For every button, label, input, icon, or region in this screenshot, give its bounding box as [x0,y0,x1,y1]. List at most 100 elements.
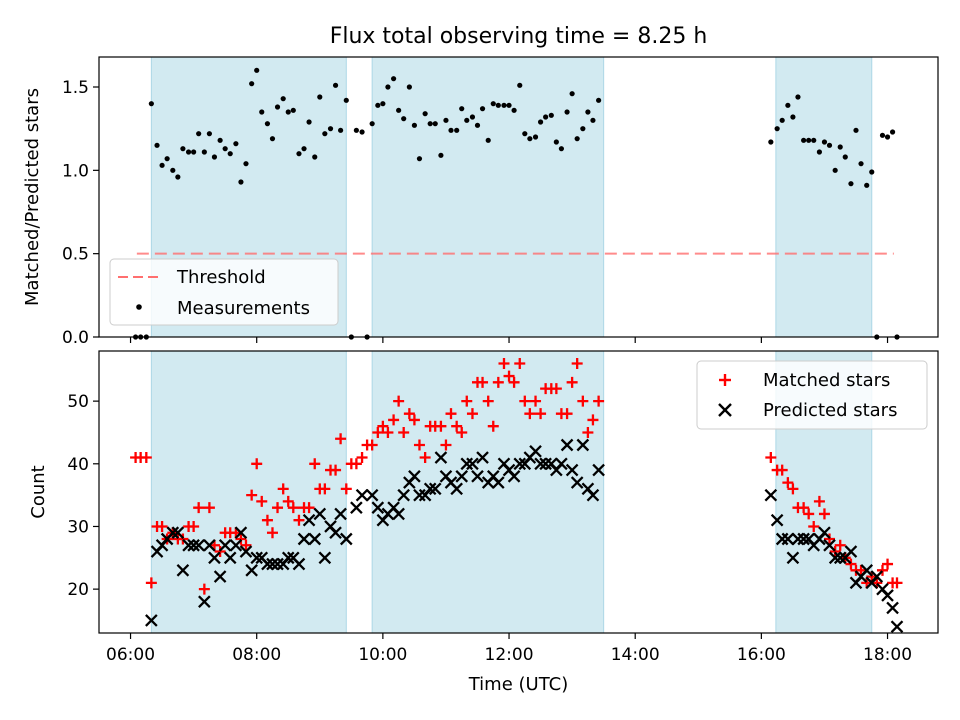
measurement-point [832,167,838,173]
measurement-point [422,111,428,117]
matched-star-point [571,358,583,370]
predicted-star-point [455,470,469,483]
matched-star-point [587,414,599,426]
measurement-point [574,136,580,142]
measurement-point [464,117,470,123]
measurement-point [821,139,828,145]
legend-measurements-label: Measurements [177,298,310,319]
predicted-star-point [434,451,448,464]
measurement-point [564,109,570,115]
predicted-star-point [781,532,795,546]
x-axis-label: Time (UTC) [468,674,569,695]
predicted-star-point [266,557,279,571]
matched-star-point [776,464,788,476]
matched-star-point [419,452,431,464]
measurement-point [501,102,507,108]
measurement-point [312,154,318,160]
predicted-star-point [560,438,574,452]
measurement-point [369,121,375,127]
measurement-point [879,132,886,138]
predicted-star-point [187,538,200,552]
matched-star-point [177,533,189,545]
measurement-point [558,146,564,152]
measurement-point [580,126,586,132]
measurement-point [553,139,559,145]
matched-star-point [240,539,252,551]
predicted-star-point [281,551,295,565]
measurement-point [527,136,533,142]
observing-interval-2 [371,56,605,338]
x-tick-label: 08:00 [232,645,281,665]
matched-star-point [461,395,473,407]
predicted-star-point [450,482,463,496]
legend-bottom: Matched stars Predicted stars [696,360,928,430]
y-tick-label: 30 [67,517,89,537]
matched-star-point [377,420,389,432]
measurement-point [301,146,307,152]
predicted-star-point [198,595,211,608]
matched-star-point [519,395,531,407]
matched-star-point [398,426,410,438]
measurement-point [774,126,780,132]
measurement-point [537,119,544,125]
predicted-star-point [245,564,258,577]
measurement-point [590,117,596,123]
predicted-star-point [192,538,205,552]
measurement-point [159,162,165,168]
predicted-star-point [297,532,311,546]
matched-star-point [550,383,562,395]
predicted-star-point [576,438,590,452]
matched-star-point [413,439,425,451]
predicted-star-point [239,545,253,558]
measurement-point [306,119,312,125]
matched-star-point [188,520,200,532]
matched-star-point [813,495,825,507]
predicted-star-point [355,488,369,502]
predicted-star-point [218,538,232,552]
matched-star-point [356,452,368,464]
measurement-point [585,109,591,115]
measurement-point [296,151,302,157]
matched-star-point [535,408,547,420]
matched-star-point [891,577,903,589]
predicted-star-point [886,601,899,615]
predicted-star-point [371,501,385,514]
measurement-point [148,101,154,107]
predicted-star-point [529,444,542,458]
matched-star-point [235,533,247,545]
measurement-point [795,94,801,100]
measurement-point [249,81,255,87]
matched-star-point [266,527,278,539]
matched-star-point [845,558,857,570]
measurement-point [269,136,276,142]
matched-star-point [303,502,315,514]
legend-measurements-swatch [136,304,142,310]
measurement-point [837,144,843,150]
matched-star-point [272,502,284,514]
matched-star-point [340,483,352,495]
measurement-point [811,137,817,143]
predicted-star-point [565,463,579,477]
measurement-point [485,137,491,143]
matched-star-point [372,426,384,438]
matched-star-point [440,439,452,451]
predicted-star-point [764,488,778,502]
legend-predicted-swatch [718,403,732,417]
measurement-point [848,181,854,187]
predicted-star-point [145,614,158,627]
predicted-star-point [229,538,243,552]
predicted-star-point [423,482,437,496]
matched-star-point [251,458,263,470]
predicted-star-point [881,589,894,602]
measurement-point [506,102,512,108]
measurement-point [222,146,228,152]
matched-star-point [193,502,205,514]
predicted-star-point [213,570,227,583]
measurement-point [454,127,460,133]
measurement-point [280,96,286,102]
measurement-point [569,91,575,97]
matched-star-point [366,439,378,451]
predicted-star-point [507,470,521,483]
measurement-point [390,76,397,82]
